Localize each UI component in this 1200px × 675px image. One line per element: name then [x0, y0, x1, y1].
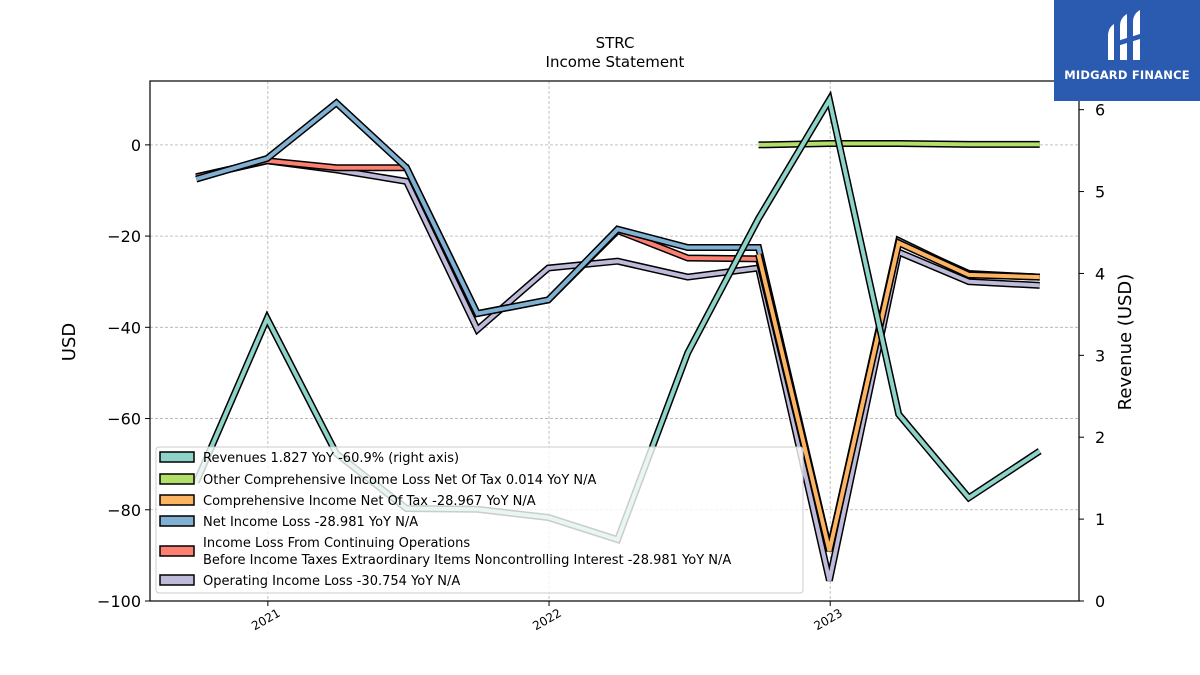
logo: MIDGARD FINANCE: [1054, 0, 1200, 101]
x-tick-label: 2022: [530, 606, 563, 633]
y-tick-label: −80: [107, 501, 141, 520]
axes: 0 −20 −40 −60 −80 −100 0 1 2 3 4 5 6 2021 2022 2023: [97, 101, 1105, 634]
logo-mark-icon: [1108, 10, 1140, 60]
y-right-tick-label: 5: [1095, 183, 1105, 202]
legend-label: Income Loss From Continuing Operations: [203, 536, 470, 551]
y-axis-right-label: Revenue (USD): [1115, 274, 1136, 411]
legend-box: [155, 446, 804, 594]
legend-label: Operating Income Loss -30.754 YoY N/A: [203, 574, 460, 589]
plot-frame: [149, 80, 1080, 602]
legend-swatch: [159, 451, 195, 463]
y-tick-label: 0: [131, 136, 141, 155]
x-tick-label: 2021: [249, 606, 282, 633]
chart-subtitle: Income Statement: [546, 53, 685, 71]
y-axis-label: USD: [59, 323, 80, 361]
legend-swatch: [159, 515, 195, 527]
grid: [150, 81, 1079, 602]
legend-label: Revenues 1.827 YoY -60.9% (right axis): [203, 451, 459, 466]
series-line: [756, 240, 1040, 552]
y-tick-label: −60: [107, 410, 141, 429]
y-right-tick-label: 0: [1095, 592, 1105, 611]
legend-label: Before Income Taxes Extraordinary Items …: [203, 553, 731, 568]
legend-label: Net Income Loss -28.981 YoY N/A: [203, 515, 418, 530]
y-right-tick-label: 3: [1095, 346, 1105, 365]
y-tick-label: −20: [107, 227, 141, 246]
y-tick-label: −100: [97, 592, 141, 611]
legend-swatch: [159, 574, 195, 586]
legend-swatch: [159, 545, 195, 557]
legend-label: Comprehensive Income Net Of Tax -28.967 …: [203, 494, 536, 509]
legend-swatch: [159, 494, 195, 506]
y-right-tick-label: 4: [1095, 264, 1105, 283]
legend-swatch: [159, 473, 195, 485]
legend: Revenues 1.827 YoY -60.9% (right axis) Ot…: [155, 446, 804, 594]
chart-title: STRC: [596, 34, 635, 52]
y-right-tick-label: 2: [1095, 428, 1105, 447]
x-tick-label: 2023: [811, 606, 844, 633]
y-right-tick-label: 6: [1095, 101, 1105, 120]
logo-text: MIDGARD FINANCE: [1064, 68, 1190, 82]
legend-label: Other Comprehensive Income Loss Net Of T…: [203, 473, 597, 488]
y-tick-label: −40: [107, 318, 141, 337]
y-right-tick-label: 1: [1095, 510, 1105, 529]
